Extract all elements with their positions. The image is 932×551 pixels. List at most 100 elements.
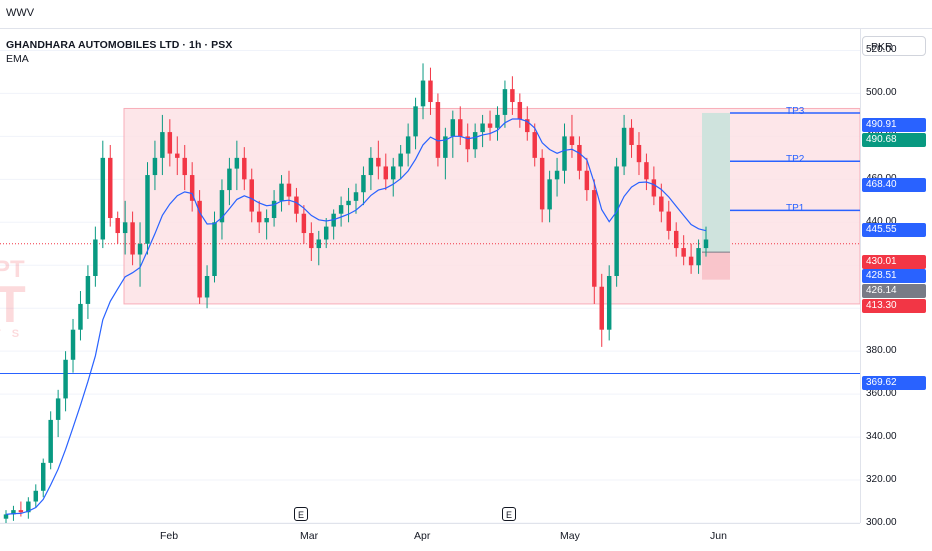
candle-body bbox=[227, 168, 232, 191]
candle-body bbox=[264, 218, 269, 223]
time-axis[interactable] bbox=[0, 523, 860, 551]
candle-body bbox=[599, 286, 604, 330]
watermark-line-1: PT bbox=[0, 256, 25, 283]
candle-body bbox=[651, 179, 657, 197]
indicator-label[interactable]: EMA bbox=[6, 53, 29, 65]
candle-body bbox=[152, 157, 158, 176]
candle-body bbox=[26, 501, 31, 513]
candle-body bbox=[584, 170, 590, 191]
stop-zone bbox=[702, 252, 730, 280]
candle-body bbox=[659, 196, 664, 212]
candle-body bbox=[167, 132, 173, 154]
candle-body bbox=[495, 114, 500, 128]
candle-body bbox=[70, 329, 76, 360]
candle-body bbox=[696, 248, 701, 266]
candle-body bbox=[368, 157, 374, 176]
price-tag[interactable]: 426.14 bbox=[862, 284, 926, 298]
candle-body bbox=[189, 175, 195, 201]
candle-body bbox=[592, 190, 597, 287]
candle-body bbox=[450, 119, 456, 137]
ticker-label[interactable]: WWV bbox=[6, 7, 35, 19]
price-tag[interactable]: 413.30 bbox=[862, 299, 926, 313]
price-tick-label: 300.00 bbox=[866, 517, 897, 528]
candle-body bbox=[18, 510, 24, 513]
candle-body bbox=[413, 106, 418, 137]
candle-body bbox=[294, 196, 299, 214]
candle-body bbox=[688, 256, 694, 266]
price-tag[interactable]: 428.51 bbox=[862, 269, 926, 283]
price-tag[interactable]: 445.55 bbox=[862, 223, 926, 237]
candle-body bbox=[480, 123, 485, 133]
candle-body bbox=[249, 179, 254, 212]
candle-body bbox=[465, 136, 470, 150]
candle-body bbox=[11, 510, 16, 515]
candle-body bbox=[376, 157, 381, 167]
candle-body bbox=[554, 170, 560, 180]
price-tag[interactable]: 369.62 bbox=[862, 376, 926, 390]
candle-body bbox=[100, 157, 106, 240]
symbol-title[interactable]: GHANDHARA AUTOMOBILES LTD · 1h · PSX bbox=[6, 39, 233, 51]
candle-body bbox=[681, 248, 686, 257]
price-tick-label: 360.00 bbox=[866, 388, 897, 400]
chart-legend: GHANDHARA AUTOMOBILES LTD · 1h · PSX EMA bbox=[6, 38, 232, 66]
candle-body bbox=[443, 136, 448, 158]
time-label: Feb bbox=[160, 530, 179, 542]
chart-area[interactable] bbox=[0, 29, 860, 523]
candle-body bbox=[673, 230, 679, 249]
price-tick-label: 520.00 bbox=[866, 44, 897, 56]
target-label-tp3[interactable]: TP3 bbox=[786, 105, 805, 117]
candle-body bbox=[256, 211, 262, 223]
candle-body bbox=[115, 218, 120, 234]
candle-body bbox=[398, 153, 403, 167]
candle-body bbox=[108, 157, 113, 219]
candle-body bbox=[93, 239, 98, 276]
time-label: Apr bbox=[414, 530, 431, 542]
candle-body bbox=[279, 183, 284, 201]
price-tag[interactable]: 490.68 bbox=[862, 133, 926, 147]
candle-body bbox=[703, 239, 709, 249]
target-label-tp2[interactable]: TP2 bbox=[786, 154, 805, 166]
candle-body bbox=[145, 175, 150, 244]
candle-body bbox=[137, 243, 143, 255]
candle-body bbox=[219, 190, 225, 223]
candle-body bbox=[353, 192, 359, 201]
candle-body bbox=[562, 136, 567, 171]
time-label: May bbox=[560, 530, 580, 542]
candle-body bbox=[338, 205, 344, 214]
candle-body bbox=[48, 419, 53, 463]
candle-body bbox=[487, 123, 493, 128]
time-label: Mar bbox=[300, 530, 319, 542]
price-tick-label: 380.00 bbox=[866, 345, 897, 357]
price-chart[interactable] bbox=[0, 29, 860, 523]
candle-body bbox=[577, 144, 582, 171]
candle-body bbox=[55, 398, 61, 420]
earnings-event-badge[interactable]: E bbox=[294, 507, 308, 521]
currency-selector[interactable]: PKR bbox=[862, 36, 926, 56]
candle-body bbox=[636, 144, 642, 163]
target-label-tp1[interactable]: TP1 bbox=[786, 203, 805, 215]
price-tag[interactable]: 430.01 bbox=[862, 255, 926, 269]
price-tag[interactable]: 468.40 bbox=[862, 178, 926, 192]
earnings-event-badge[interactable]: E bbox=[502, 507, 516, 521]
candle-body bbox=[85, 276, 91, 304]
candle-body bbox=[309, 233, 314, 249]
candle-body bbox=[323, 226, 329, 240]
candle-body bbox=[458, 119, 463, 137]
candle-body bbox=[420, 80, 426, 107]
candle-body bbox=[63, 359, 68, 399]
candle-body bbox=[204, 276, 210, 298]
price-tick-label: 440.00 bbox=[866, 216, 897, 228]
candle-body bbox=[175, 153, 180, 158]
time-label: Jun bbox=[710, 530, 727, 542]
candle-body bbox=[539, 157, 545, 210]
candle-body bbox=[517, 102, 523, 120]
candle-body bbox=[182, 157, 187, 176]
price-tag[interactable]: 490.91 bbox=[862, 118, 926, 132]
candle-body bbox=[391, 166, 396, 180]
candle-body bbox=[614, 166, 619, 276]
candle-body bbox=[33, 490, 39, 502]
candle-body bbox=[242, 157, 247, 180]
candle-body bbox=[629, 127, 634, 145]
candle-body bbox=[3, 514, 9, 519]
candle-body bbox=[472, 132, 478, 150]
